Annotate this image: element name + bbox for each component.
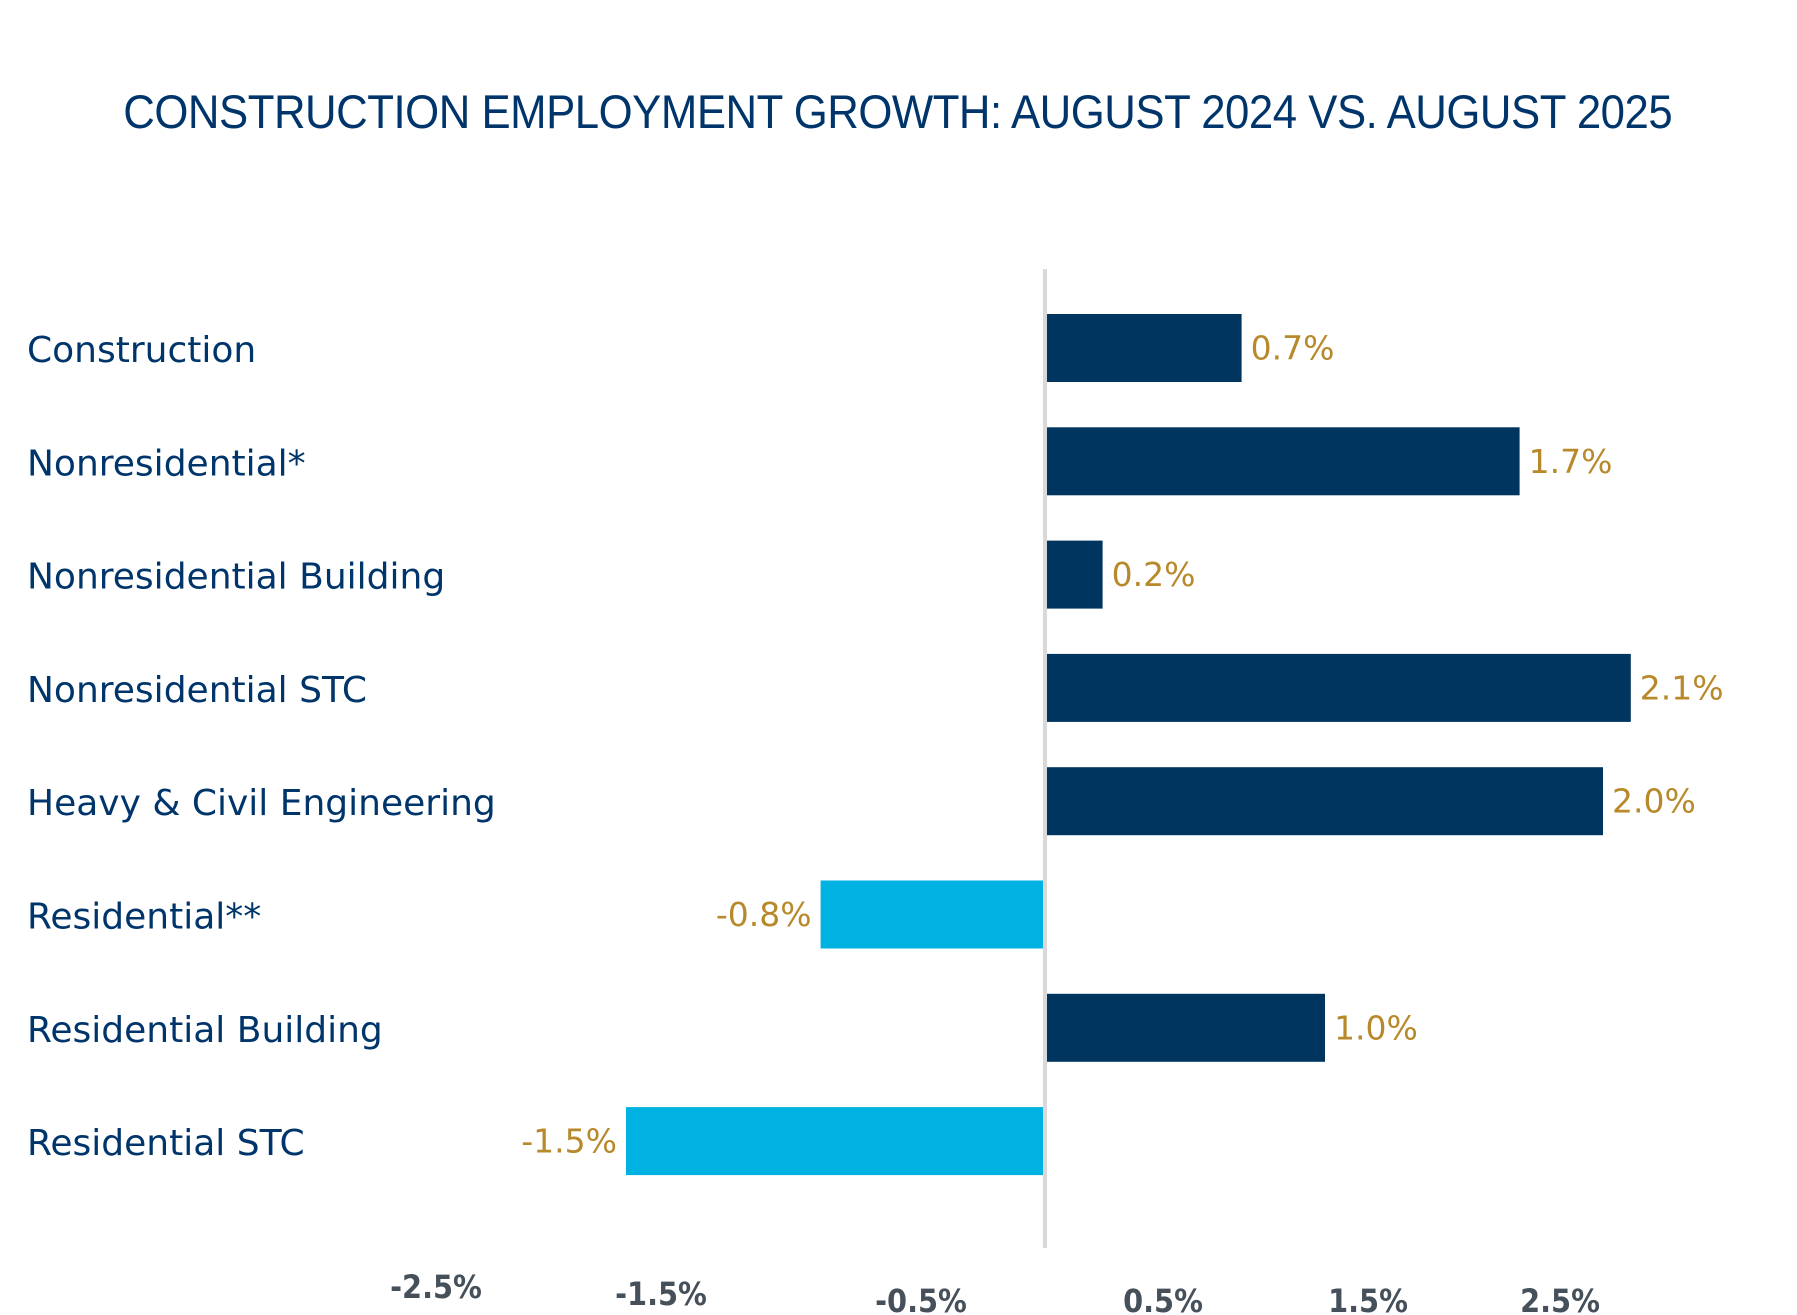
category-label: Heavy & Civil Engineering: [27, 783, 496, 824]
category-label: Nonresidential*: [27, 443, 306, 484]
x-tick-label: -2.5%: [390, 1268, 482, 1306]
x-tick-label: -1.5%: [615, 1275, 707, 1313]
value-label: -0.8%: [716, 895, 812, 934]
value-label: 1.7%: [1529, 442, 1613, 481]
value-label: 0.7%: [1251, 329, 1335, 368]
category-label: Residential**: [27, 897, 261, 938]
x-tick-label: 0.5%: [1123, 1282, 1203, 1315]
category-label: Construction: [27, 330, 256, 371]
bar: [626, 1107, 1043, 1175]
category-label: Residential Building: [27, 1010, 383, 1051]
bar: [1047, 654, 1631, 722]
value-label: 1.0%: [1334, 1008, 1418, 1047]
bar: [821, 881, 1043, 949]
bar: [1047, 767, 1603, 835]
value-label: -1.5%: [521, 1122, 617, 1161]
value-label: 2.0%: [1612, 782, 1696, 821]
bar: [1047, 541, 1103, 609]
bar: [1047, 314, 1242, 382]
bar: [1047, 994, 1325, 1062]
category-label: Nonresidential STC: [27, 670, 367, 711]
value-label: 0.2%: [1112, 555, 1196, 594]
bar: [1047, 427, 1520, 495]
value-label: 2.1%: [1640, 668, 1724, 707]
category-label: Residential STC: [27, 1123, 305, 1164]
category-label: Nonresidential Building: [27, 557, 445, 598]
x-tick-label: -0.5%: [875, 1282, 967, 1315]
x-tick-label: 1.5%: [1328, 1282, 1408, 1315]
x-tick-label: 2.5%: [1520, 1282, 1600, 1315]
